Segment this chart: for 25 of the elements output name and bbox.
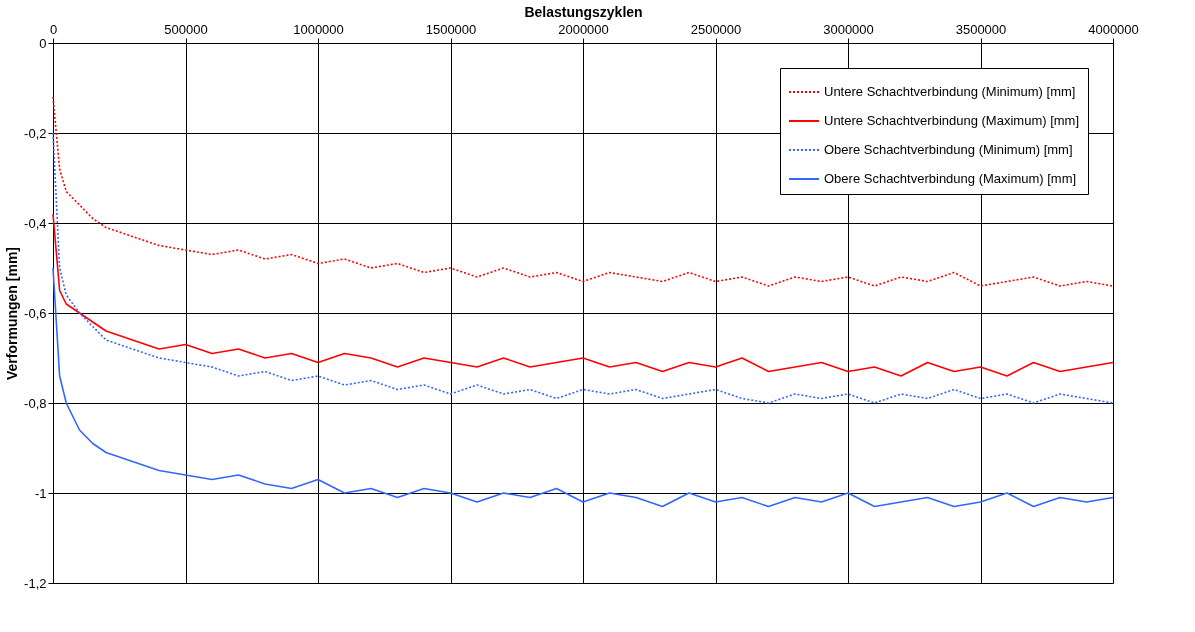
y-tick-label: -0,8 <box>24 395 47 411</box>
x-tick-label: 4000000 <box>1088 21 1139 37</box>
legend-label: Obere Schachtverbindung (Maximum) [mm] <box>824 171 1077 186</box>
legend-label: Untere Schachtverbindung (Minimum) [mm] <box>824 84 1076 99</box>
line-series <box>52 267 1114 508</box>
y-tick-label: -1,2 <box>24 575 47 591</box>
x-tick-label: 1500000 <box>425 21 477 37</box>
x-tick-label: 2000000 <box>558 21 609 37</box>
x-tick-label: 500000 <box>164 21 208 37</box>
legend-label: Untere Schachtverbindung (Maximum) [mm] <box>824 113 1080 128</box>
x-tick-label: 2500000 <box>690 21 742 37</box>
y-tick-label: 0 <box>39 35 47 51</box>
x-tick-label: 0 <box>49 21 58 37</box>
y-tick-label: -1 <box>34 485 47 501</box>
x-tick-label: 3500000 <box>955 21 1007 37</box>
y-tick-label: -0,6 <box>24 305 47 321</box>
y-tick-label: -0,2 <box>24 125 47 141</box>
x-tick-label: 3000000 <box>823 21 874 37</box>
x-axis-title: Belastungszyklen <box>524 3 643 20</box>
legend-label: Obere Schachtverbindung (Minimum) [mm] <box>824 142 1073 157</box>
y-tick-label: -0,4 <box>24 215 47 231</box>
line-series <box>52 132 1114 404</box>
x-tick-label: 1000000 <box>293 21 344 37</box>
y-axis-title: Verformungen [mm] <box>4 246 21 381</box>
line-series <box>52 213 1114 377</box>
